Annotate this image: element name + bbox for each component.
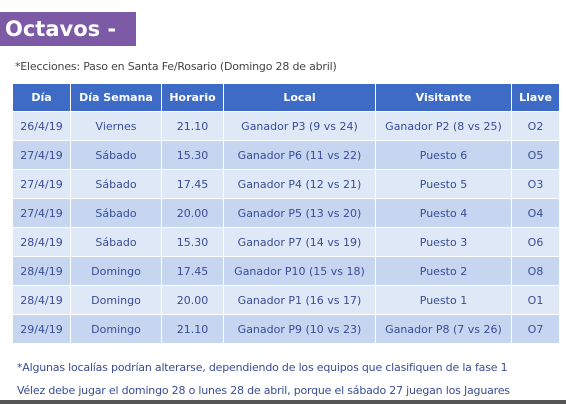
cell-dia: 26/4/19 <box>13 112 71 141</box>
cell-visitante: Ganador P8 (7 vs 26) <box>376 315 512 344</box>
cell-llave: O3 <box>512 170 560 199</box>
cell-llave: O8 <box>512 257 560 286</box>
cell-horario: 20.00 <box>162 286 224 315</box>
cell-dia: 27/4/19 <box>13 170 71 199</box>
cell-llave: O5 <box>512 141 560 170</box>
cell-dia-semana: Domingo <box>71 315 162 344</box>
cell-local: Ganador P6 (11 vs 22) <box>224 141 376 170</box>
cell-dia-semana: Sábado <box>71 170 162 199</box>
footnote-localias: *Algunas localías podrían alterarse, dep… <box>17 361 508 374</box>
table-header-row: Día Día Semana Horario Local Visitante L… <box>13 84 560 112</box>
cell-visitante: Puesto 5 <box>376 170 512 199</box>
cell-local: Ganador P3 (9 vs 24) <box>224 112 376 141</box>
table-row: 28/4/19 Domingo 20.00 Ganador P1 (16 vs … <box>13 286 560 315</box>
cell-visitante: Puesto 4 <box>376 199 512 228</box>
cell-horario: 15.30 <box>162 141 224 170</box>
cell-dia-semana: Domingo <box>71 257 162 286</box>
header-visitante: Visitante <box>376 84 512 112</box>
table-row: 28/4/19 Domingo 17.45 Ganador P10 (15 vs… <box>13 257 560 286</box>
table-row: 27/4/19 Sábado 15.30 Ganador P6 (11 vs 2… <box>13 141 560 170</box>
cell-llave: O6 <box>512 228 560 257</box>
table-row: 28/4/19 Sábado 15.30 Ganador P7 (14 vs 1… <box>13 228 560 257</box>
cell-visitante: Puesto 1 <box>376 286 512 315</box>
cell-visitante: Puesto 6 <box>376 141 512 170</box>
cell-dia: 28/4/19 <box>13 257 71 286</box>
page-title: Octavos - Ida <box>0 12 136 75</box>
cell-llave: O7 <box>512 315 560 344</box>
bottom-divider <box>0 400 566 404</box>
cell-local: Ganador P5 (13 vs 20) <box>224 199 376 228</box>
header-horario: Horario <box>162 84 224 112</box>
cell-dia-semana: Sábado <box>71 199 162 228</box>
cell-visitante: Ganador P2 (8 vs 25) <box>376 112 512 141</box>
cell-visitante: Puesto 2 <box>376 257 512 286</box>
cell-horario: 17.45 <box>162 170 224 199</box>
cell-horario: 17.45 <box>162 257 224 286</box>
cell-local: Ganador P7 (14 vs 19) <box>224 228 376 257</box>
header-local: Local <box>224 84 376 112</box>
cell-dia: 28/4/19 <box>13 228 71 257</box>
header-dia-semana: Día Semana <box>71 84 162 112</box>
cell-dia: 29/4/19 <box>13 315 71 344</box>
header-dia: Día <box>13 84 71 112</box>
cell-horario: 21.10 <box>162 112 224 141</box>
cell-dia-semana: Domingo <box>71 286 162 315</box>
table-row: 27/4/19 Sábado 17.45 Ganador P4 (12 vs 2… <box>13 170 560 199</box>
cell-local: Ganador P10 (15 vs 18) <box>224 257 376 286</box>
subtitle-note: *Elecciones: Paso en Santa Fe/Rosario (D… <box>15 60 337 73</box>
cell-dia-semana: Sábado <box>71 141 162 170</box>
fixture-table: Día Día Semana Horario Local Visitante L… <box>13 84 560 344</box>
cell-llave: O1 <box>512 286 560 315</box>
cell-horario: 21.10 <box>162 315 224 344</box>
cell-dia: 27/4/19 <box>13 199 71 228</box>
table-row: 29/4/19 Domingo 21.10 Ganador P9 (10 vs … <box>13 315 560 344</box>
cell-llave: O4 <box>512 199 560 228</box>
cell-local: Ganador P1 (16 vs 17) <box>224 286 376 315</box>
cell-horario: 20.00 <box>162 199 224 228</box>
cell-local: Ganador P9 (10 vs 23) <box>224 315 376 344</box>
cell-visitante: Puesto 3 <box>376 228 512 257</box>
cell-llave: O2 <box>512 112 560 141</box>
cell-dia-semana: Viernes <box>71 112 162 141</box>
header-llave: Llave <box>512 84 560 112</box>
cell-dia: 28/4/19 <box>13 286 71 315</box>
cell-dia-semana: Sábado <box>71 228 162 257</box>
cell-dia: 27/4/19 <box>13 141 71 170</box>
footnote-velez: Vélez debe jugar el domingo 28 o lunes 2… <box>17 384 510 397</box>
cell-horario: 15.30 <box>162 228 224 257</box>
cell-local: Ganador P4 (12 vs 21) <box>224 170 376 199</box>
table-row: 26/4/19 Viernes 21.10 Ganador P3 (9 vs 2… <box>13 112 560 141</box>
table-row: 27/4/19 Sábado 20.00 Ganador P5 (13 vs 2… <box>13 199 560 228</box>
